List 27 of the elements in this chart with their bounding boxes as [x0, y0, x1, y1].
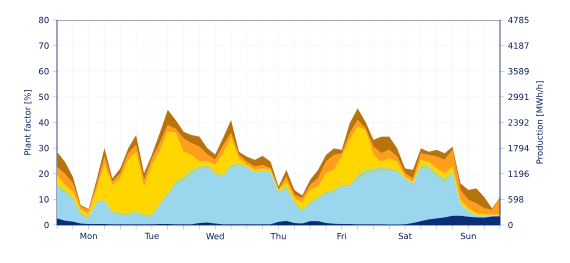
- x-tick-label: Wed: [206, 232, 224, 240]
- y2-tick-label: 3589: [508, 68, 529, 74]
- y-tick-label: 30: [39, 144, 49, 152]
- y-tick-label: 20: [39, 170, 49, 177]
- y2-tick-label: 1794: [508, 144, 529, 152]
- y-tick-label: 60: [39, 68, 49, 74]
- y-axis-title: Plant factor [%]: [24, 90, 32, 155]
- y2-tick-label: 598: [508, 196, 524, 203]
- y-tick-label: 50: [39, 94, 49, 100]
- y2-tick-label: 4187: [508, 42, 529, 49]
- y-tick-label: 0: [44, 222, 49, 228]
- y-tick-label: 10: [39, 196, 49, 203]
- y2-tick-label: 0: [508, 222, 513, 228]
- y2-axis-title: Production [MWh/h]: [536, 81, 544, 164]
- x-tick-label: Thu: [270, 232, 286, 240]
- y-tick-label: 80: [39, 16, 49, 24]
- y2-tick-label: 2392: [508, 119, 528, 126]
- x-tick-label: Sun: [460, 232, 476, 240]
- x-tick-label: Tue: [144, 232, 159, 240]
- x-tick-label: Fri: [338, 232, 346, 240]
- y2-tick-label: 4785: [508, 16, 529, 24]
- x-tick-label: Mon: [80, 232, 97, 240]
- y-tick-label: 70: [39, 42, 49, 49]
- y2-tick-label: 2991: [508, 94, 529, 100]
- x-tick-label: Sat: [398, 232, 412, 240]
- y-tick-label: 40: [38, 119, 49, 126]
- y2-tick-label: 1196: [508, 170, 529, 177]
